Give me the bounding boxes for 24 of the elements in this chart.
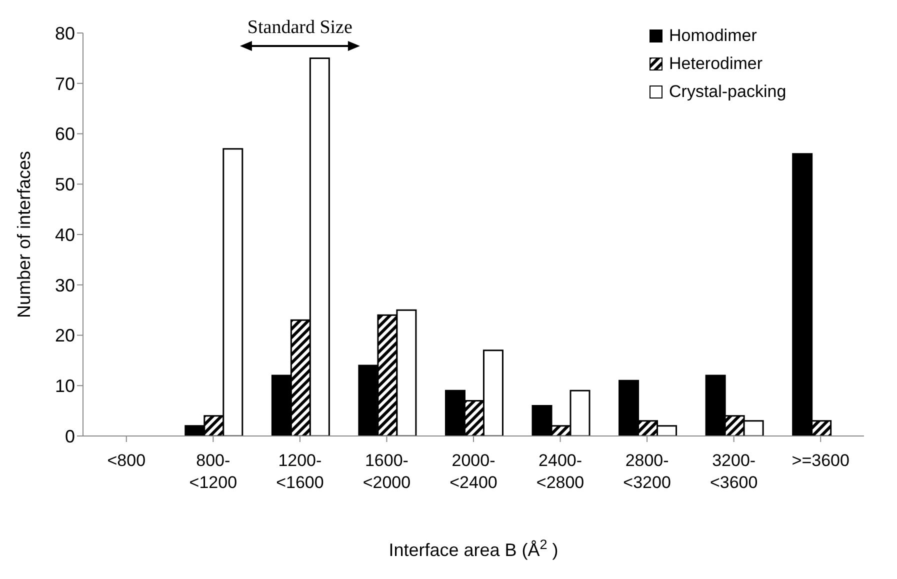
y-tick-label: 10 bbox=[54, 376, 75, 396]
legend-label: Homodimer bbox=[669, 26, 757, 46]
x-tick-label: <800 bbox=[107, 451, 146, 470]
y-tick-label: 20 bbox=[54, 326, 75, 346]
x-tick-label: >=3600 bbox=[792, 451, 850, 470]
x-tick-label: 1600-<2000 bbox=[362, 451, 411, 492]
x-tick-label: 3200-<3600 bbox=[710, 451, 758, 492]
x-axis-title: Interface area B (Å$^{2}$ ) bbox=[388, 536, 558, 560]
y-tick-label: 70 bbox=[54, 74, 75, 94]
x-tick-label: 1200-<1600 bbox=[276, 451, 324, 492]
y-axis-title: Number of interfaces bbox=[14, 150, 34, 318]
annotation: Standard Size bbox=[247, 17, 352, 38]
y-tick-label: 30 bbox=[54, 275, 75, 296]
legend-label: Heterodimer bbox=[669, 54, 763, 74]
y-tick-label: 60 bbox=[54, 124, 75, 144]
legend-label: Crystal-packing bbox=[669, 82, 786, 102]
x-tick-label: 2800-<3200 bbox=[623, 451, 671, 492]
x-tick-label: 2000-<2400 bbox=[450, 451, 498, 492]
y-tick-label: 40 bbox=[54, 224, 75, 245]
y-tick-label: 80 bbox=[54, 23, 75, 44]
x-tick-label: 2400-<2800 bbox=[536, 451, 584, 492]
x-tick-label: 800-<1200 bbox=[189, 451, 238, 492]
y-tick-label: 0 bbox=[64, 426, 75, 446]
y-tick-label: 50 bbox=[54, 174, 75, 195]
